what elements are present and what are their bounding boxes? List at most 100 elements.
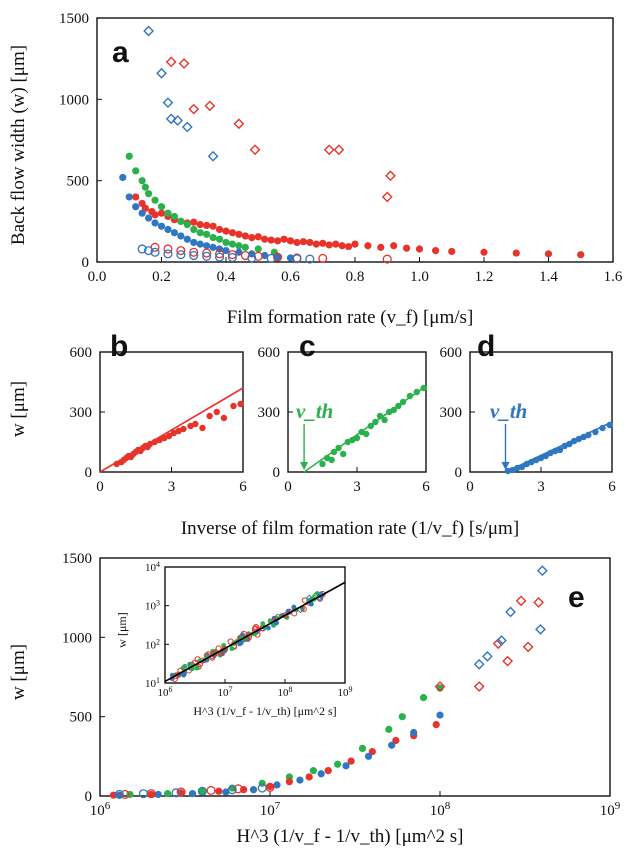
data-point [599,424,606,432]
data-point [286,254,295,262]
data-point [448,247,456,256]
inset-data-point [260,621,266,627]
data-point [145,214,153,222]
plot-frame [96,17,614,263]
data-point [178,58,190,69]
data-point [228,240,237,248]
data-point [266,782,274,791]
data-point [606,421,613,429]
e-ylabel: w [μm] [8,644,29,700]
data-point [190,218,198,226]
data-point [164,790,172,798]
data-point [317,770,325,778]
data-point [473,658,485,670]
data-point [309,767,317,775]
data-point [138,209,146,217]
data-point [385,725,393,733]
data-point [137,244,147,254]
data-point [338,242,346,250]
data-point [344,242,353,251]
data-point [203,221,211,229]
data-point [515,595,527,607]
x-tick-label: 6 [239,479,247,495]
vth-arrow-head [300,462,309,470]
data-point [254,233,262,241]
data-point [188,103,200,115]
data-point [280,235,288,243]
data-point [192,420,199,428]
vth-label-c: v_th [296,399,333,423]
bcd-xlabel: Inverse of film formation rate (1/v_f) [… [181,518,519,539]
data-point [209,243,217,251]
y-tick-label: 1500 [62,551,92,567]
inset-data-point [180,665,186,671]
e-xlabel: H^3 (1/v_f - 1/v_th) [μm^2 s] [237,826,464,847]
data-point [241,232,249,240]
data-point [377,243,385,251]
data-point [213,408,220,416]
panel-letter-e: e [568,581,585,614]
y-tick-label: 0 [85,465,93,481]
data-point [473,681,485,692]
y-tick-label: 0 [455,465,463,481]
vth-label-d: v_th [490,399,527,423]
data-point [358,744,367,753]
data-point [176,246,186,256]
vth-arrow-head [501,462,510,470]
data-point [312,240,320,248]
data-point [351,240,359,248]
panel-b: 0 3 6 0 300 600 [70,345,248,495]
data-point [157,222,166,230]
data-point [403,244,411,252]
x-tick-label: 108 [430,800,451,819]
data-point [502,655,514,667]
data-point [114,789,124,799]
data-point [172,115,184,126]
data-point [353,434,361,442]
data-point [415,245,424,253]
data-point [286,237,295,245]
data-point [364,242,372,250]
data-point [189,250,199,261]
data-point [215,225,224,234]
data-point [235,248,243,256]
data-point [163,249,173,259]
x-tick-label: 0 [466,479,474,495]
data-point [143,25,154,37]
data-point [305,254,315,264]
data-point [165,432,173,440]
data-point [556,446,564,454]
data-point [181,121,193,133]
x-tick-label: 109 [600,800,621,819]
inset-data-point [252,624,260,631]
inset-data-point [194,665,200,671]
data-point [296,776,304,784]
inset-data-point [240,630,247,637]
data-point [202,248,212,258]
data-point [188,790,197,798]
data-point [196,220,204,229]
data-point [285,778,293,786]
data-point [363,430,370,438]
plot-frame [99,351,244,473]
data-point [206,785,216,795]
data-point [535,624,546,635]
data-point [388,741,396,749]
data-point [203,242,211,250]
data-point [222,227,230,235]
data-point [505,606,516,618]
data-point [138,177,146,185]
data-point [335,444,342,452]
data-point [235,242,243,250]
y-tick-label: 0 [273,465,281,481]
data-point [132,203,140,211]
data-point [227,785,237,795]
data-point [328,456,335,464]
data-point [202,251,212,261]
data-point [176,787,186,797]
y-tick-label: 600 [70,345,93,361]
data-point [566,440,573,448]
data-point [247,253,257,263]
y-tick-label: 500 [67,174,90,190]
